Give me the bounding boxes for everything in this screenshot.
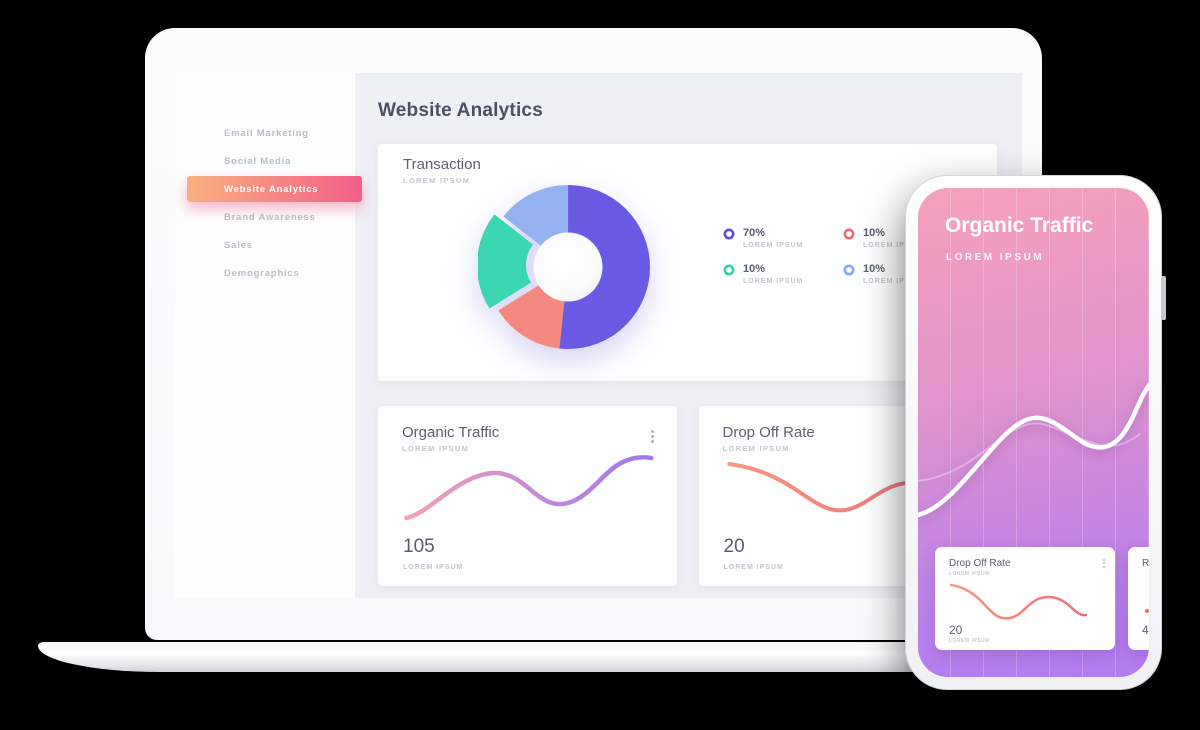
legend-marker-icon (843, 228, 855, 240)
legend-marker-icon (723, 264, 735, 276)
legend-label: LOREM IPSUM (743, 242, 804, 249)
phone-cards-row: Drop Off Rate LOREM IPSUM 20 LOREM IPSUM (935, 547, 1149, 650)
organic-traffic-value: 105 (403, 536, 435, 557)
sidebar-item-brand-awareness[interactable]: Brand Awareness (224, 211, 316, 223)
phone-card-line-chart (943, 577, 1095, 625)
legend-label: LOREM IPSUM (743, 278, 804, 285)
legend-value: 10% (863, 263, 886, 275)
organic-traffic-title: Organic Traffic (402, 424, 500, 441)
transaction-card: Transaction LOREM IPSUM (378, 144, 997, 381)
phone-card-value: 20 (949, 623, 963, 637)
sidebar-item-sales[interactable]: Sales (224, 239, 253, 251)
page-title: Website Analytics (378, 100, 543, 121)
legend-value: 70% (743, 227, 766, 239)
legend-value: 10% (863, 227, 886, 239)
legend-value: 10% (743, 263, 766, 275)
phone-page-title: Organic Traffic (945, 214, 1094, 237)
sidebar-item-email-marketing[interactable]: Email Marketing (224, 127, 309, 139)
phone-card-footnote: LOREM IPSUM (949, 638, 990, 644)
dashboard-screen: Email Marketing Social Media Website Ana… (175, 73, 1022, 598)
sidebar-item-social-media[interactable]: Social Media (224, 155, 292, 167)
sidebar-item-website-analytics[interactable]: Website Analytics (187, 176, 362, 202)
phone-side-button (1161, 276, 1166, 320)
donut-hole (533, 232, 603, 302)
legend-item: 10% LOREM IPSUM (723, 264, 843, 285)
legend-marker-icon (723, 228, 735, 240)
red-dot-marker (1145, 609, 1149, 613)
phone-partial-card: R 4 (1128, 547, 1149, 650)
drop-off-rate-title: Drop Off Rate (722, 424, 815, 441)
organic-traffic-footnote: LOREM IPSUM (403, 564, 464, 571)
organic-traffic-subtitle: LOREM IPSUM (402, 444, 470, 453)
legend-item: 10% LOREM IPSUM (843, 228, 963, 249)
transaction-card-subtitle: LOREM IPSUM (403, 176, 471, 185)
legend-label: LOREM IPSUM (863, 242, 924, 249)
donut-legend: 70% LOREM IPSUM 10% LOREM IPSUM 10% LORE… (723, 228, 963, 285)
phone-card-title: Drop Off Rate (949, 558, 1011, 569)
drop-off-rate-subtitle: LOREM IPSUM (722, 444, 790, 453)
legend-marker-icon (843, 264, 855, 276)
phone-mockup: Organic Traffic LOREM IPSUM Drop Off Rat… (905, 175, 1166, 690)
kebab-menu-icon[interactable] (1103, 557, 1105, 569)
sidebar: Email Marketing Social Media Website Ana… (175, 73, 362, 598)
phone-screen: Organic Traffic LOREM IPSUM Drop Off Rat… (918, 188, 1149, 677)
transaction-card-title: Transaction (403, 156, 481, 173)
drop-off-rate-footnote: LOREM IPSUM (723, 564, 784, 571)
phone-line-chart (918, 328, 1149, 558)
donut-segment-blue (485, 185, 650, 349)
organic-traffic-line-chart (398, 448, 659, 528)
organic-traffic-card: Organic Traffic LOREM IPSUM (378, 406, 677, 586)
sidebar-item-demographics[interactable]: Demographics (224, 267, 300, 279)
legend-label: LOREM IPSUM (863, 278, 924, 285)
legend-item: 70% LOREM IPSUM (723, 228, 843, 249)
phone-partial-card-title: R (1142, 558, 1149, 569)
kebab-menu-icon[interactable] (650, 428, 655, 445)
phone-card-subtitle: LOREM IPSUM (949, 571, 990, 577)
phone-drop-off-rate-card: Drop Off Rate LOREM IPSUM 20 LOREM IPSUM (935, 547, 1115, 650)
drop-off-rate-value: 20 (723, 536, 745, 557)
phone-page-subtitle: LOREM IPSUM (946, 252, 1045, 263)
legend-item: 10% LOREM IPSUM (843, 264, 963, 285)
phone-partial-card-value: 4 (1142, 623, 1149, 637)
donut-chart (477, 177, 658, 362)
